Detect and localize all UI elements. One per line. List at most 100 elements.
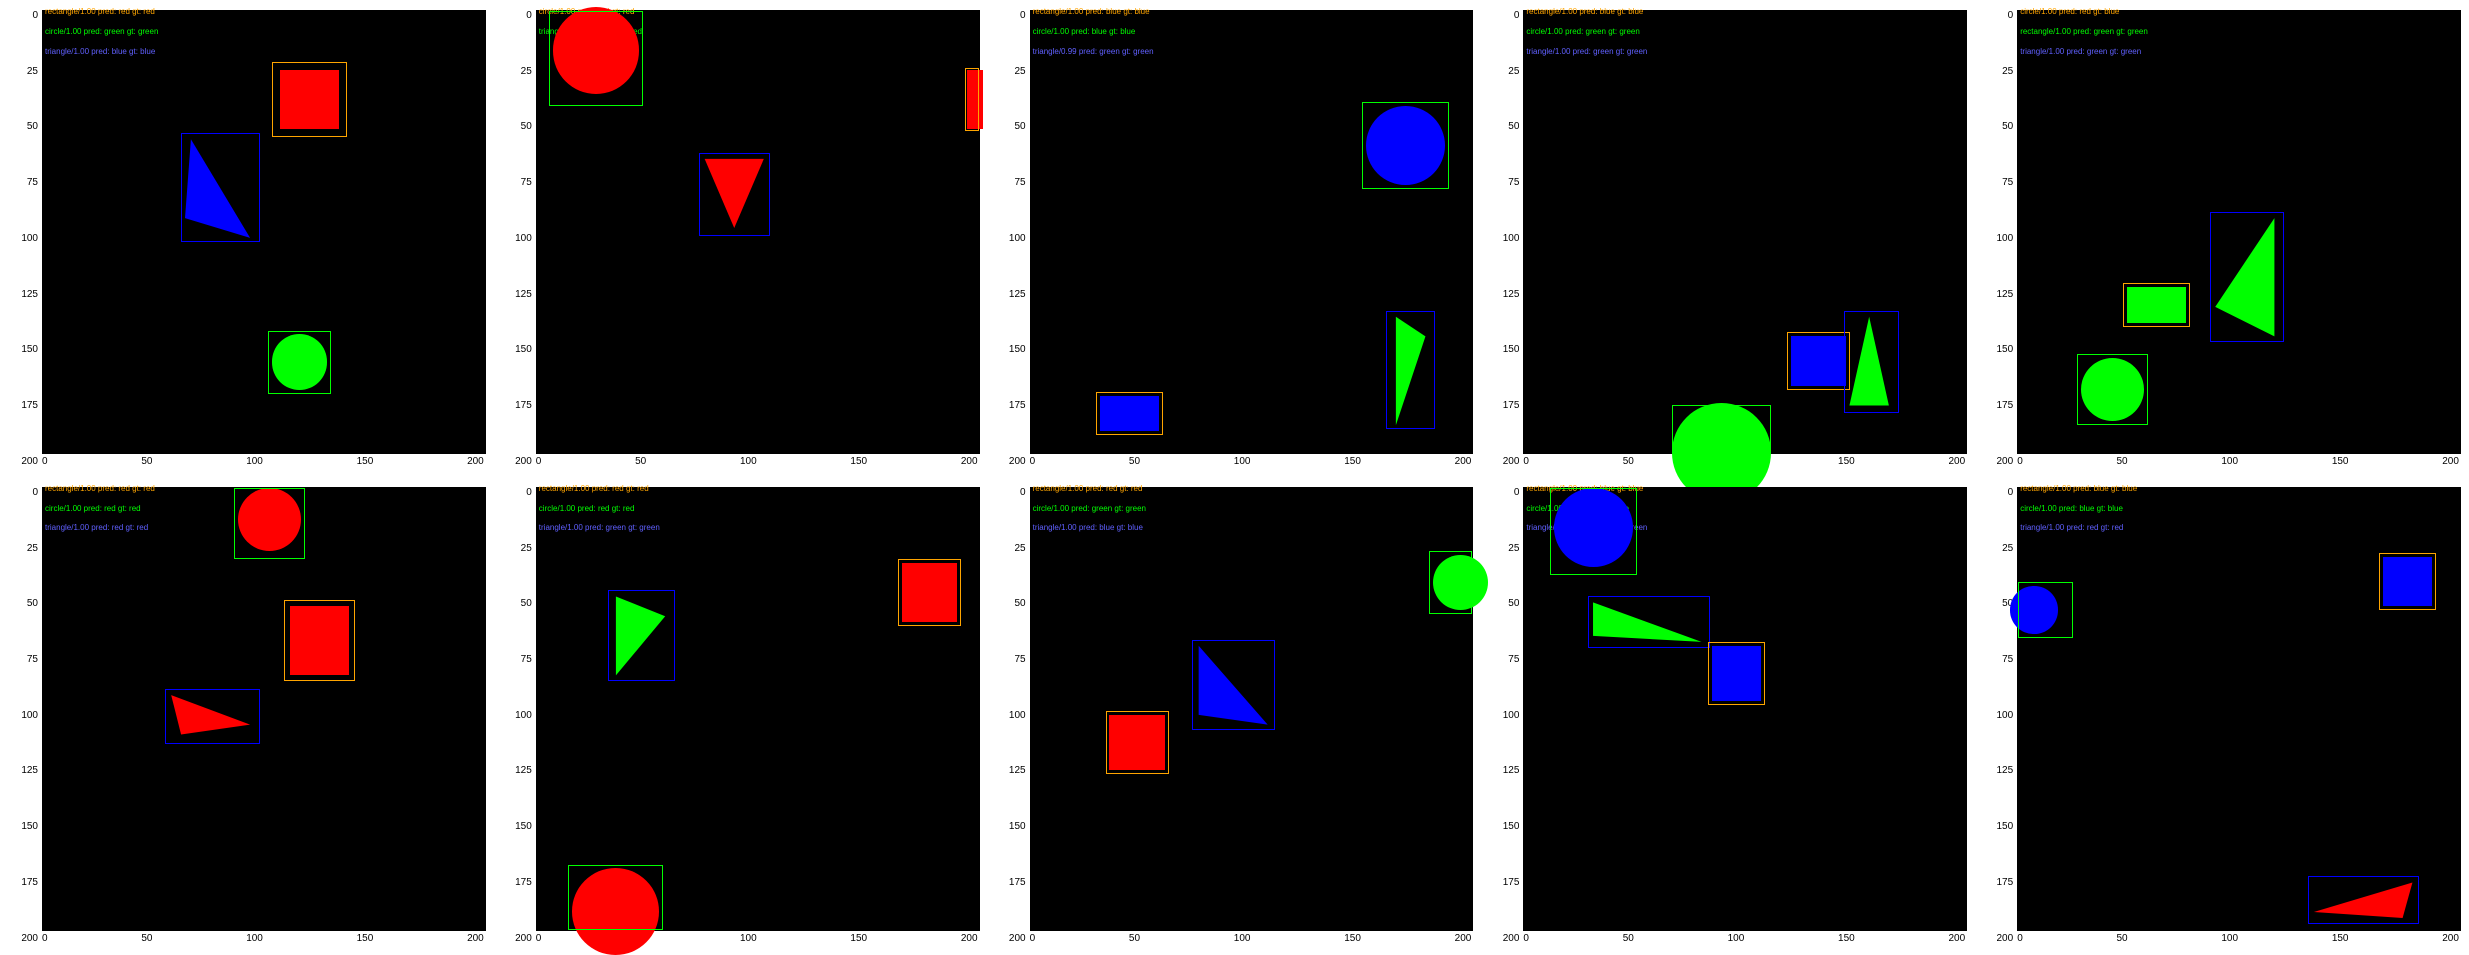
ytick-label: 200: [1009, 933, 1026, 944]
xtick-label: 150: [850, 456, 867, 467]
xtick-label: 50: [1129, 933, 1140, 944]
detection-panel: 0255075100125150175200rectangle/1.00 pre…: [998, 487, 1472, 944]
plot-area: circle/1.00 pred: red gt: bluerectangle/…: [2017, 10, 2461, 454]
ytick-label: 175: [1997, 400, 2014, 411]
xtick-label: 100: [246, 456, 263, 467]
plot-area: rectangle/1.00 pred: blue gt: bluecircle…: [1523, 487, 1967, 931]
xtick-label: 150: [1344, 456, 1361, 467]
detection-panel: 0255075100125150175200rectangle/1.00 pre…: [1491, 10, 1965, 467]
x-axis: 050100150200: [536, 454, 978, 467]
xtick-label: 50: [2117, 456, 2128, 467]
y-axis: 0255075100125150175200: [504, 10, 536, 467]
ytick-label: 175: [515, 877, 532, 888]
xtick-label: 100: [1234, 933, 1251, 944]
ytick-label: 175: [21, 400, 38, 411]
ytick-label: 50: [1014, 121, 1025, 132]
ytick-label: 175: [515, 400, 532, 411]
x-axis: 050100150200: [42, 931, 484, 944]
ytick-label: 75: [2002, 654, 2013, 665]
ytick-label: 100: [1503, 710, 1520, 721]
xtick-label: 0: [2017, 456, 2023, 467]
ytick-label: 75: [521, 177, 532, 188]
ytick-label: 50: [521, 598, 532, 609]
y-axis: 0255075100125150175200: [504, 487, 536, 944]
xtick-label: 200: [1948, 456, 1965, 467]
ytick-label: 175: [21, 877, 38, 888]
ytick-label: 125: [21, 289, 38, 300]
y-axis: 0255075100125150175200: [1985, 10, 2017, 467]
ytick-label: 50: [1508, 121, 1519, 132]
ytick-label: 200: [1503, 456, 1520, 467]
xtick-label: 150: [1344, 933, 1361, 944]
ytick-label: 75: [1508, 177, 1519, 188]
ytick-label: 25: [2002, 66, 2013, 77]
ytick-label: 75: [521, 654, 532, 665]
xtick-label: 0: [42, 933, 48, 944]
ytick-label: 150: [1997, 344, 2014, 355]
ytick-label: 200: [1503, 933, 1520, 944]
ytick-label: 75: [27, 654, 38, 665]
y-axis: 0255075100125150175200: [1491, 10, 1523, 467]
ytick-label: 100: [21, 710, 38, 721]
ytick-label: 75: [1014, 654, 1025, 665]
xtick-label: 50: [1623, 933, 1634, 944]
ytick-label: 75: [2002, 177, 2013, 188]
x-axis: 050100150200: [1523, 931, 1965, 944]
ytick-label: 0: [1020, 487, 1026, 498]
triangle-shape: [1524, 488, 1966, 930]
ytick-label: 25: [1014, 543, 1025, 554]
detection-panel: 0255075100125150175200rectangle/1.00 pre…: [1491, 487, 1965, 944]
plot-area: rectangle/1.00 pred: red gt: redcircle/1…: [536, 487, 980, 931]
ytick-label: 200: [515, 933, 532, 944]
ytick-label: 150: [1997, 821, 2014, 832]
ytick-label: 125: [515, 289, 532, 300]
ytick-label: 0: [2008, 487, 2014, 498]
ytick-label: 150: [1009, 344, 1026, 355]
triangle-shape: [1031, 11, 1473, 453]
triangle-shape: [1031, 488, 1473, 930]
ytick-label: 200: [1997, 456, 2014, 467]
triangle-shape: [1524, 11, 1966, 453]
ytick-label: 25: [27, 66, 38, 77]
xtick-label: 200: [1455, 456, 1472, 467]
ytick-label: 0: [526, 10, 532, 21]
ytick-label: 150: [21, 344, 38, 355]
ytick-label: 125: [1997, 289, 2014, 300]
xtick-label: 150: [850, 933, 867, 944]
ytick-label: 0: [1020, 10, 1026, 21]
xtick-label: 150: [2332, 933, 2349, 944]
x-axis: 050100150200: [2017, 931, 2459, 944]
ytick-label: 100: [1503, 233, 1520, 244]
ytick-label: 50: [27, 598, 38, 609]
ytick-label: 200: [21, 456, 38, 467]
ytick-label: 0: [32, 487, 38, 498]
ytick-label: 25: [27, 543, 38, 554]
xtick-label: 100: [740, 456, 757, 467]
xtick-label: 200: [467, 456, 484, 467]
ytick-label: 125: [1503, 765, 1520, 776]
xtick-label: 150: [357, 456, 374, 467]
xtick-label: 200: [1455, 933, 1472, 944]
ytick-label: 175: [1503, 400, 1520, 411]
ytick-label: 125: [1009, 765, 1026, 776]
ytick-label: 150: [21, 821, 38, 832]
plot-area: rectangle/1.00 pred: red gt: redcircle/1…: [42, 487, 486, 931]
triangle-shape: [43, 11, 485, 453]
xtick-label: 0: [1523, 933, 1529, 944]
triangle-shape: [537, 488, 979, 930]
ytick-label: 150: [1503, 344, 1520, 355]
x-axis: 050100150200: [1030, 931, 1472, 944]
xtick-label: 50: [635, 456, 646, 467]
xtick-label: 100: [2221, 933, 2238, 944]
xtick-label: 0: [1523, 456, 1529, 467]
ytick-label: 125: [1009, 289, 1026, 300]
ytick-label: 150: [515, 821, 532, 832]
ytick-label: 25: [521, 543, 532, 554]
xtick-label: 150: [1838, 933, 1855, 944]
plot-area: rectangle/1.00 pred: red gt: redcircle/1…: [42, 10, 486, 454]
xtick-label: 0: [1030, 456, 1036, 467]
ytick-label: 0: [526, 487, 532, 498]
ytick-label: 25: [2002, 543, 2013, 554]
ytick-label: 150: [515, 344, 532, 355]
ytick-label: 75: [1014, 177, 1025, 188]
